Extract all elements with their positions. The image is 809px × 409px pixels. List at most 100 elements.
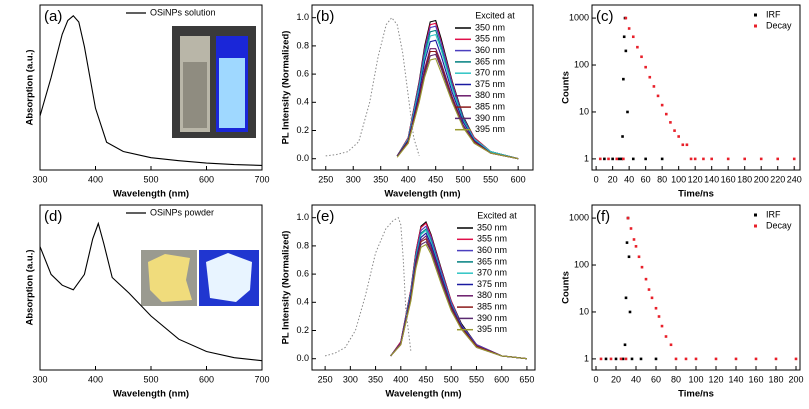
- legend-label: 355 nm: [477, 234, 507, 244]
- y-tick-label: 0.0: [296, 153, 309, 163]
- data-point: [669, 343, 673, 347]
- legend-label: 375 nm: [477, 279, 507, 289]
- plot-frame: [311, 4, 534, 171]
- data-point: [620, 157, 624, 161]
- x-tick-label: 600: [494, 374, 509, 384]
- legend-label: 385 nm: [477, 301, 507, 311]
- y-tick-label: 0.2: [296, 325, 309, 335]
- data-point: [681, 143, 685, 147]
- data-point: [607, 157, 610, 161]
- y-tick-label: 0.0: [296, 353, 309, 363]
- y-axis-label: Counts: [561, 71, 572, 104]
- data-point: [624, 49, 628, 53]
- legend-title: Excited at: [477, 210, 517, 220]
- x-tick-label: 20: [608, 174, 618, 184]
- data-point: [669, 121, 672, 124]
- legend-label: 350 nm: [475, 22, 505, 32]
- y-tick-label: 0.2: [296, 125, 309, 135]
- data-point: [627, 255, 631, 259]
- inset-photo-a: [172, 26, 256, 138]
- plot-frame: [311, 204, 536, 371]
- x-tick-label: 40: [631, 374, 641, 384]
- x-axis-label: Time/ns: [678, 189, 714, 200]
- x-axis-label: Time/ns: [678, 389, 714, 400]
- series-line: [39, 15, 263, 166]
- legend-label: IRF: [766, 209, 781, 219]
- data-point: [660, 157, 664, 161]
- y-tick-label: 0.8: [296, 240, 309, 250]
- data-point: [640, 55, 643, 59]
- data-point: [734, 357, 738, 361]
- legend-label: 365 nm: [477, 256, 507, 266]
- x-tick-label: 450: [428, 174, 443, 184]
- x-tick-label: 400: [88, 374, 103, 384]
- legend-marker: [754, 224, 757, 228]
- legend-marker: [754, 213, 757, 217]
- series-line: [396, 39, 519, 160]
- panel: 0 20 40 60 80 100 120 140 160 180 200 220 2401101001…: [561, 4, 802, 200]
- panel-label: (f): [596, 208, 610, 225]
- data-point: [714, 357, 718, 361]
- data-point: [625, 241, 629, 244]
- x-tick-label: 350: [373, 174, 388, 184]
- x-tick-label: 240: [787, 174, 802, 184]
- x-tick-label: 250: [318, 174, 333, 184]
- legend-label: 350 nm: [477, 222, 507, 232]
- data-point: [648, 75, 652, 79]
- series-line: [396, 50, 519, 160]
- legend-label: OSiNPs solution: [150, 7, 216, 17]
- x-tick-label: 600: [199, 374, 214, 384]
- data-point: [774, 357, 778, 361]
- panel: 300 400 500 600 700 Wavelength (nm) Absorption…: [25, 204, 270, 400]
- data-point: [664, 112, 668, 116]
- x-tick-label: 140: [728, 374, 743, 384]
- legend-label: Decay: [766, 220, 792, 230]
- panel-label: (e): [316, 208, 334, 225]
- panel-label: (a): [44, 8, 62, 25]
- panel-label: (b): [316, 8, 334, 25]
- data-point: [673, 129, 676, 132]
- data-point: [664, 335, 668, 338]
- data-point: [685, 143, 689, 147]
- x-tick-label: 300: [32, 374, 47, 384]
- plot-frame: [591, 4, 801, 171]
- y-axis-label: PL Intensity (Normalized): [281, 231, 292, 345]
- x-tick-label: 0: [593, 374, 598, 384]
- data-point: [632, 238, 636, 241]
- data-point: [603, 157, 606, 161]
- data-point: [689, 157, 693, 161]
- panel-label: (c): [596, 8, 614, 25]
- y-tick-label: 1000: [569, 212, 589, 222]
- x-tick-label: 100: [688, 374, 703, 384]
- data-point: [657, 315, 661, 318]
- data-point: [624, 357, 628, 361]
- data-point: [644, 157, 647, 161]
- panel-label: (d): [44, 208, 62, 225]
- data-point: [794, 357, 798, 361]
- series-line: [396, 57, 519, 160]
- x-tick-label: 60: [651, 374, 661, 384]
- data-point: [623, 343, 627, 347]
- x-tick-label: 160: [721, 174, 736, 184]
- data-point: [630, 357, 634, 361]
- series-line: [324, 216, 412, 357]
- x-axis-label: Wavelength (nm): [385, 389, 461, 400]
- inset-photo-d: [141, 250, 259, 306]
- data-point: [622, 77, 625, 81]
- data-point: [621, 135, 624, 138]
- data-point: [621, 357, 625, 361]
- x-tick-label: 650: [519, 374, 534, 384]
- x-tick-label: 160: [748, 374, 763, 384]
- data-point: [654, 357, 658, 361]
- x-tick-label: 450: [419, 374, 434, 384]
- data-point: [628, 310, 632, 314]
- x-tick-label: 80: [657, 174, 667, 184]
- x-tick-label: 550: [483, 174, 498, 184]
- x-tick-label: 250: [318, 374, 333, 384]
- x-tick-label: 600: [511, 174, 526, 184]
- data-point: [619, 357, 623, 361]
- data-point: [694, 357, 698, 361]
- data-point: [624, 16, 628, 20]
- data-point: [636, 45, 639, 49]
- x-axis-label: Wavelength (nm): [113, 189, 189, 200]
